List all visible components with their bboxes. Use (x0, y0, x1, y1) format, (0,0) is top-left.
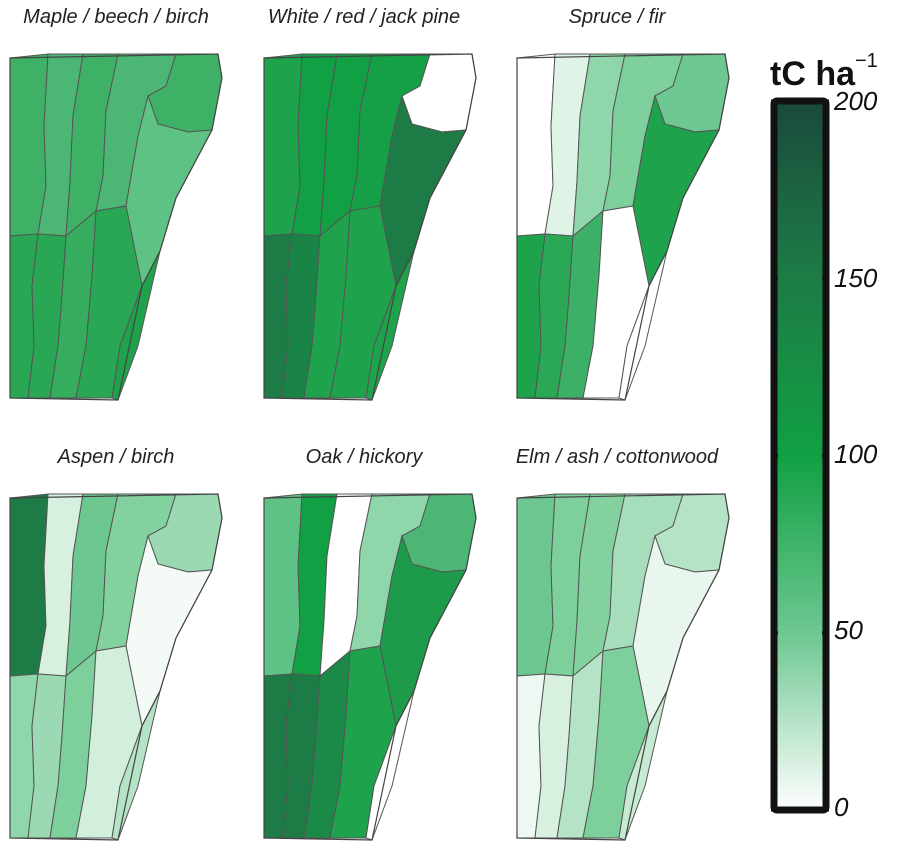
map-aspen-birch (9, 493, 223, 841)
map-elm-ash-cottonwood (516, 493, 730, 841)
state-outline (9, 493, 223, 841)
panel-title-spruce-fir: Spruce / fir (568, 6, 666, 28)
state-outline (263, 493, 477, 841)
panel-title-white-red-jack-pine: White / red / jack pine (267, 6, 461, 28)
legend-tick-0: 0 (834, 792, 849, 822)
map-oak-hickory (263, 493, 477, 841)
legend-tick-150: 150 (834, 263, 878, 293)
legend-colorbar (770, 97, 830, 814)
legend-tick-200: 200 (834, 86, 878, 116)
map-maple-beech-birch (9, 53, 223, 401)
panel-title-elm-ash-cottonwood: Elm / ash / cottonwood (515, 446, 719, 468)
state-outline (516, 53, 730, 401)
map-spruce-fir (516, 53, 730, 401)
panel-title-aspen-birch: Aspen / birch (57, 446, 175, 468)
panel-title-oak-hickory: Oak / hickory (305, 446, 423, 468)
map-white-red-jack-pine (263, 53, 477, 401)
legend-tick-50: 50 (834, 615, 863, 645)
panel-title-maple-beech-birch: Maple / beech / birch (23, 6, 209, 28)
state-outline (516, 493, 730, 841)
legend-unit-label: tC ha−1 (770, 50, 878, 94)
legend-unit-exponent: −1 (855, 50, 878, 72)
legend-tick-100: 100 (834, 439, 878, 469)
state-outline (9, 53, 223, 401)
legend-unit-main: tC ha (770, 55, 855, 93)
state-outline (263, 53, 477, 401)
